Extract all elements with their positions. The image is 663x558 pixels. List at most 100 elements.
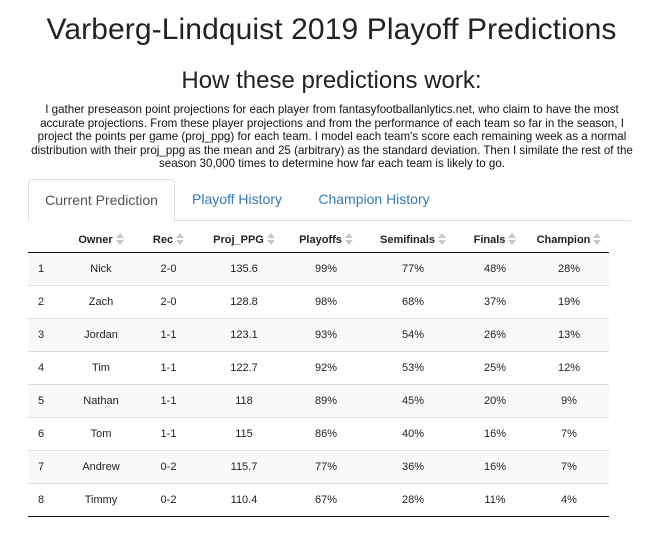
sort-arrows-icon[interactable]	[344, 232, 353, 245]
table-cell: 67%	[287, 483, 365, 517]
table-cell: 6	[28, 417, 66, 451]
sort-arrows-icon[interactable]	[115, 232, 124, 245]
tab-champion-history[interactable]: Champion History	[318, 191, 430, 207]
table-cell: 1-1	[136, 318, 201, 352]
table-cell: 9%	[529, 384, 609, 418]
sort-arrows-icon[interactable]	[508, 232, 517, 245]
column-header-index[interactable]	[28, 226, 66, 253]
column-header-label: Playoffs	[299, 233, 342, 246]
predictions-table: Owner Rec Proj_PPG Playoffs Semifinals Finals…	[28, 226, 609, 517]
table-cell: 4%	[529, 483, 609, 517]
column-header-proj-ppg[interactable]: Proj_PPG	[201, 226, 287, 253]
table-cell: 135.6	[230, 263, 258, 275]
table-cell: 92%	[287, 351, 365, 385]
table-cell: 54%	[365, 318, 461, 352]
table-cell: 40%	[365, 417, 461, 451]
column-header-finals[interactable]: Finals	[461, 226, 529, 253]
table-row: 7 Andrew 0-2 115.7 77% 36% 16% 7%	[28, 450, 609, 484]
table-cell: 8	[28, 483, 66, 517]
table-cell: 16%	[461, 417, 529, 451]
table-cell: 19%	[529, 285, 609, 319]
sort-arrows-icon[interactable]	[176, 232, 185, 245]
column-header-champion[interactable]: Champion	[529, 226, 609, 253]
table-cell: 37%	[461, 285, 529, 319]
sort-arrows-icon[interactable]	[438, 232, 447, 245]
table-cell: 13%	[529, 318, 609, 352]
column-header-label: Champion	[536, 233, 591, 246]
table-cell: Tim	[66, 351, 136, 385]
table-cell: Tom	[66, 417, 136, 451]
table-cell: 1-1	[136, 417, 201, 451]
table-cell: 86%	[287, 417, 365, 451]
column-header-owner[interactable]: Owner	[66, 226, 136, 253]
table-cell: 48%	[483, 263, 507, 275]
table-cell: 2-0	[160, 263, 177, 275]
table-cell: Jordan	[66, 318, 136, 352]
table-cell: 110.4	[201, 483, 287, 517]
sort-arrows-icon[interactable]	[266, 232, 275, 245]
column-header-label: Owner	[78, 233, 113, 246]
table-cell: 77%	[401, 263, 425, 275]
table-cell: 5	[28, 384, 66, 418]
table-cell: 118	[201, 384, 287, 418]
table-cell: 3	[28, 318, 66, 352]
table-cell: 99%	[314, 263, 338, 275]
tab-bar: Current Prediction Playoff History Champ…	[28, 179, 631, 222]
table-cell: Nathan	[66, 384, 136, 418]
table-cell: 0-2	[136, 483, 201, 517]
table-cell: 1	[38, 263, 45, 275]
table-cell: 7%	[529, 417, 609, 451]
table-cell: 123.1	[201, 318, 287, 352]
table-cell: 26%	[461, 318, 529, 352]
column-header-label: Rec	[152, 233, 174, 246]
sort-arrows-icon[interactable]	[593, 232, 602, 245]
table-cell: Nick	[90, 263, 112, 275]
description-paragraph: I gather preseason point projections for…	[31, 103, 633, 171]
table-cell: 12%	[529, 351, 609, 385]
table-cell: 7%	[529, 450, 609, 484]
table-cell: 93%	[287, 318, 365, 352]
table-cell: 2-0	[136, 285, 201, 319]
table-cell: 0-2	[136, 450, 201, 484]
table-row: 8 Timmy 0-2 110.4 67% 28% 11% 4%	[28, 483, 609, 517]
tab-playoff-history[interactable]: Playoff History	[192, 191, 282, 207]
table-cell: 122.7	[201, 351, 287, 385]
table-header-row: Owner Rec Proj_PPG Playoffs Semifinals Finals…	[28, 226, 609, 253]
table-cell: 1-1	[136, 384, 201, 418]
table-row: 5 Nathan 1-1 118 89% 45% 20% 9%	[28, 384, 609, 418]
page-title: Varberg-Lindquist 2019 Playoff Predictio…	[46, 13, 617, 46]
column-header-semifinals[interactable]: Semifinals	[365, 226, 461, 253]
table-cell: 25%	[461, 351, 529, 385]
table-row: 6 Tom 1-1 115 86% 40% 16% 7%	[28, 417, 609, 451]
table-cell: 28%	[557, 263, 581, 275]
table-cell: 1-1	[136, 351, 201, 385]
table-cell: 28%	[365, 483, 461, 517]
table-row: 3 Jordan 1-1 123.1 93% 54% 26% 13%	[28, 318, 609, 352]
table-cell: 89%	[287, 384, 365, 418]
table-cell: 128.8	[201, 285, 287, 319]
column-header-playoffs[interactable]: Playoffs	[287, 226, 365, 253]
table-cell: 45%	[365, 384, 461, 418]
table-cell: 77%	[287, 450, 365, 484]
table-cell: 36%	[365, 450, 461, 484]
table-cell: 2	[28, 285, 66, 319]
column-header-label: Semifinals	[379, 233, 436, 246]
table-row: 4 Tim 1-1 122.7 92% 53% 25% 12%	[28, 351, 609, 385]
table-cell: Timmy	[66, 483, 136, 517]
table-cell: 53%	[365, 351, 461, 385]
table-row: 1 Nick 2-0 135.6 99% 77% 48% 28%	[28, 252, 609, 286]
table-cell: 16%	[461, 450, 529, 484]
table-cell: 7	[28, 450, 66, 484]
table-cell: 4	[28, 351, 66, 385]
table-cell: 68%	[365, 285, 461, 319]
column-header-label: Proj_PPG	[213, 233, 264, 246]
table-cell: 115	[201, 417, 287, 451]
table-cell: Andrew	[66, 450, 136, 484]
section-heading: How these predictions work:	[181, 67, 482, 94]
column-header-label: Finals	[473, 233, 506, 246]
column-header-rec[interactable]: Rec	[136, 226, 201, 253]
table-cell: 20%	[461, 384, 529, 418]
table-cell: 11%	[461, 483, 529, 517]
tab-current-prediction[interactable]: Current Prediction	[28, 179, 175, 222]
table-cell: 98%	[287, 285, 365, 319]
